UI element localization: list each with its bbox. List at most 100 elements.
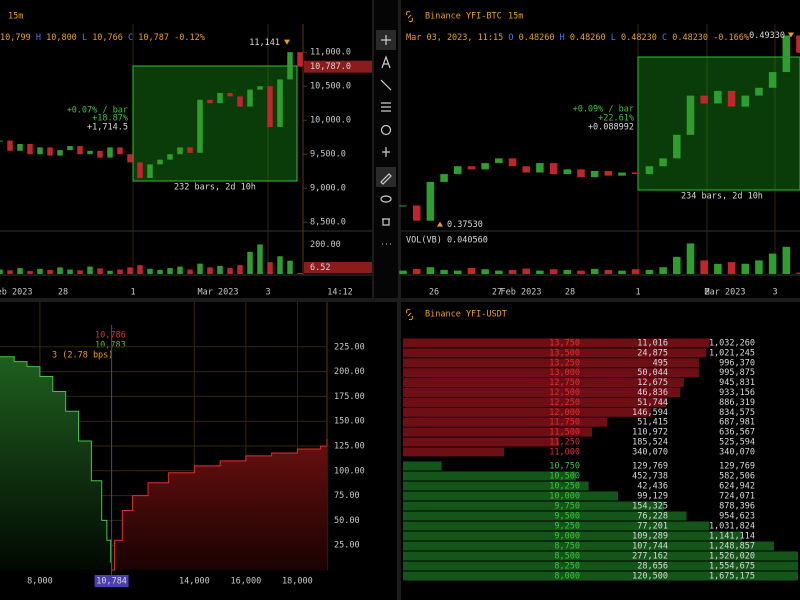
price: 12,000 bbox=[549, 408, 580, 418]
depth-bar bbox=[403, 561, 798, 571]
size: 12,675 bbox=[637, 378, 668, 388]
total: 995,875 bbox=[719, 368, 755, 378]
interval[interactable]: 15m bbox=[508, 12, 523, 22]
price-tick-label: 10,000.0 bbox=[310, 116, 351, 126]
marker-arrow bbox=[788, 32, 794, 38]
volume-bar bbox=[577, 270, 585, 274]
volume-bar bbox=[467, 267, 476, 274]
size: 120,500 bbox=[632, 572, 668, 582]
last-price-tag bbox=[304, 60, 372, 73]
pair[interactable]: Binance YFI-BTC bbox=[425, 12, 502, 22]
volume-bar bbox=[257, 244, 263, 274]
low: 10,766 bbox=[92, 33, 123, 43]
top-right-chart: Binance YFI-BTC 15m Mar 03, 2023, 11:15 … bbox=[399, 10, 800, 298]
book-rows: 13,750 11,016 1,032,260 13,500 24,875 1,021,2… bbox=[403, 338, 798, 582]
x-tick-label: 14,000 bbox=[179, 577, 210, 587]
measure-tool[interactable] bbox=[382, 147, 390, 157]
candle bbox=[714, 90, 722, 104]
high-marker: 11,141 bbox=[249, 38, 280, 48]
line-tool[interactable] bbox=[380, 79, 392, 91]
crosshair-tool[interactable] bbox=[381, 35, 391, 45]
high: 10,800 bbox=[46, 33, 77, 43]
volume-bar bbox=[604, 269, 613, 274]
volume-bar bbox=[727, 262, 736, 274]
price-tick-label: 8,500.0 bbox=[310, 218, 346, 228]
price: 11,000 bbox=[549, 447, 580, 457]
volume-bar bbox=[217, 265, 223, 274]
last-volume-tag bbox=[304, 262, 372, 273]
candle bbox=[217, 93, 223, 104]
link-icon[interactable] bbox=[405, 10, 414, 23]
depth-chart: 10,786 10,783 3 (2.78 bps) 225.00 200.00 1… bbox=[0, 302, 365, 587]
candle bbox=[481, 163, 489, 170]
candle bbox=[127, 154, 133, 163]
candle bbox=[522, 166, 530, 173]
volume-bar bbox=[686, 243, 695, 274]
x-tick-label: 18,000 bbox=[282, 577, 313, 587]
link-icon[interactable] bbox=[405, 308, 414, 321]
candle bbox=[227, 93, 233, 97]
depth-bar bbox=[403, 471, 577, 481]
candle bbox=[796, 35, 800, 53]
interval[interactable]: 15m bbox=[8, 12, 23, 22]
volume-bar bbox=[177, 266, 183, 274]
brush-tool[interactable] bbox=[380, 173, 392, 185]
price: 12,750 bbox=[549, 378, 580, 388]
candle bbox=[440, 174, 448, 182]
marker-arrow bbox=[437, 221, 443, 227]
candle bbox=[257, 86, 263, 90]
volume-bar bbox=[700, 260, 708, 274]
measure-text: +18.87% bbox=[92, 114, 128, 124]
volume-bar bbox=[590, 268, 599, 274]
candle bbox=[590, 170, 599, 178]
size: 109,289 bbox=[632, 532, 668, 542]
depth-bar bbox=[403, 397, 667, 407]
volume-bar bbox=[97, 268, 103, 274]
candle bbox=[27, 144, 33, 155]
fib-tool[interactable] bbox=[381, 102, 391, 112]
depth-bar bbox=[403, 427, 593, 437]
candle bbox=[673, 134, 681, 159]
total: 129,769 bbox=[719, 462, 755, 472]
depth-bar bbox=[403, 551, 798, 561]
price-tick-label: 9,500.0 bbox=[310, 150, 346, 160]
high-marker: 0.49330 bbox=[749, 31, 785, 41]
volume-bar bbox=[631, 269, 640, 274]
total: 582,506 bbox=[719, 472, 755, 482]
shape-tool[interactable] bbox=[380, 124, 392, 136]
total: 878,396 bbox=[719, 502, 755, 512]
drawing-tools bbox=[376, 30, 396, 245]
total: 954,623 bbox=[719, 512, 755, 522]
price: 10,000 bbox=[549, 492, 580, 502]
candle bbox=[137, 162, 143, 178]
volume-bar bbox=[522, 268, 530, 274]
size: 129,769 bbox=[632, 462, 668, 472]
size: 24,875 bbox=[637, 348, 668, 358]
price: 8,000 bbox=[554, 572, 580, 582]
y-tick-label: 100.00 bbox=[334, 466, 365, 476]
volume-bar bbox=[796, 272, 800, 274]
volume-bar bbox=[453, 270, 462, 274]
price: 10,250 bbox=[549, 482, 580, 492]
low-marker: 0.37530 bbox=[447, 220, 483, 230]
measure-text: +0.088992 bbox=[588, 123, 634, 133]
price-tick-label: 11,000.0 bbox=[310, 48, 351, 58]
volume-bar bbox=[277, 256, 283, 274]
size: 495 bbox=[653, 358, 668, 368]
top-left-chart: 15m 10,799 H 10,800 L 10,766 C 10,787 -0… bbox=[0, 12, 372, 298]
time-label: 3 bbox=[772, 288, 777, 298]
time-label: 1 bbox=[635, 288, 640, 298]
volume-bar bbox=[207, 267, 213, 274]
total: 1,526,020 bbox=[709, 552, 755, 562]
volume-bar bbox=[287, 260, 293, 274]
key: O bbox=[508, 33, 513, 43]
size: 277,162 bbox=[632, 552, 668, 562]
pair[interactable]: Binance YFI-USDT bbox=[425, 310, 507, 320]
visibility-tool[interactable] bbox=[380, 195, 392, 203]
candle bbox=[768, 72, 777, 88]
depth-bar bbox=[403, 348, 707, 358]
total: 724,071 bbox=[719, 492, 755, 502]
depth-bar bbox=[403, 571, 798, 581]
text-tool[interactable] bbox=[381, 55, 391, 69]
delete-tool[interactable] bbox=[382, 218, 390, 226]
